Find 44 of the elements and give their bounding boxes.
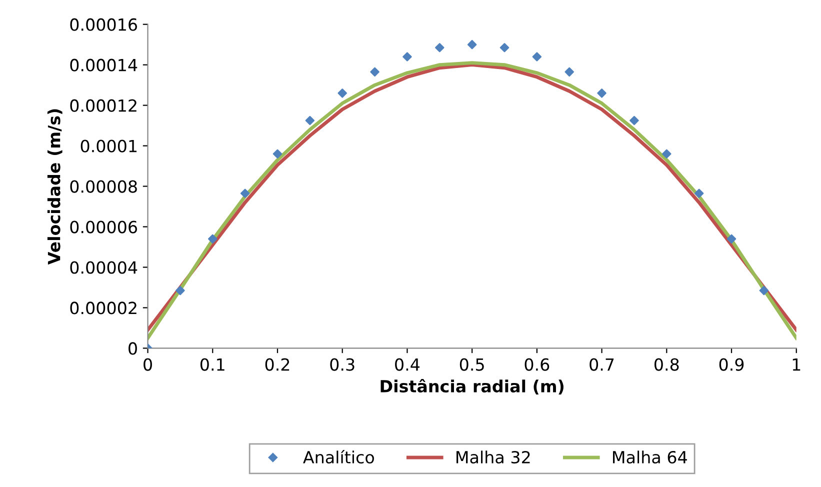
y-tick-label: 0.00012: [70, 99, 136, 112]
x-tick-label: 0.9: [719, 358, 744, 371]
x-tick-label: 0.8: [654, 358, 679, 371]
point: [338, 88, 347, 98]
point: [597, 88, 606, 98]
y-tick-label: 0.00008: [70, 180, 137, 193]
point: [564, 67, 574, 77]
x-tick-label: 0.7: [590, 358, 614, 371]
point: [402, 52, 412, 62]
legend-label: Malha 32: [456, 450, 530, 464]
y-tick-label: 0: [128, 342, 137, 355]
point: [272, 149, 282, 159]
y-tick-label: 0.00002: [70, 302, 136, 314]
x-tick-label: 0.5: [460, 358, 484, 371]
x-tick-label: 0: [144, 358, 152, 371]
x-tick-label: 0.1: [200, 358, 224, 371]
point: [726, 234, 736, 244]
y-tick-label: 0.00014: [70, 58, 138, 72]
point: [759, 286, 769, 296]
point: [240, 188, 250, 198]
x-tick-label: 1: [792, 358, 800, 371]
x-tick-label: 0.2: [265, 358, 290, 371]
x-tick-label: 0.4: [395, 358, 420, 371]
x-tick-label: 0.3: [330, 358, 354, 371]
point: [662, 149, 672, 159]
point: [694, 188, 704, 198]
y-tick-label: 0.00016: [70, 18, 138, 31]
point: [532, 52, 542, 62]
point: [370, 67, 380, 77]
y-tick-label: 0.0001: [80, 140, 137, 152]
point: [305, 116, 315, 126]
point: [500, 43, 510, 52]
point: [176, 286, 185, 296]
point: [208, 234, 218, 244]
legend-label: Malha 64: [613, 450, 687, 464]
point: [435, 43, 444, 52]
point: [630, 116, 639, 126]
legend-label: Analítico: [303, 450, 374, 464]
point: [467, 40, 477, 50]
y-tick-label: 0.00004: [70, 261, 138, 274]
x-tick-label: 0.6: [524, 358, 550, 371]
y-tick-label: 0.00006: [70, 220, 138, 234]
x-axis-title: Distância radial (m): [380, 378, 564, 394]
y-axis-title: Velocidade (m/s): [47, 109, 62, 265]
